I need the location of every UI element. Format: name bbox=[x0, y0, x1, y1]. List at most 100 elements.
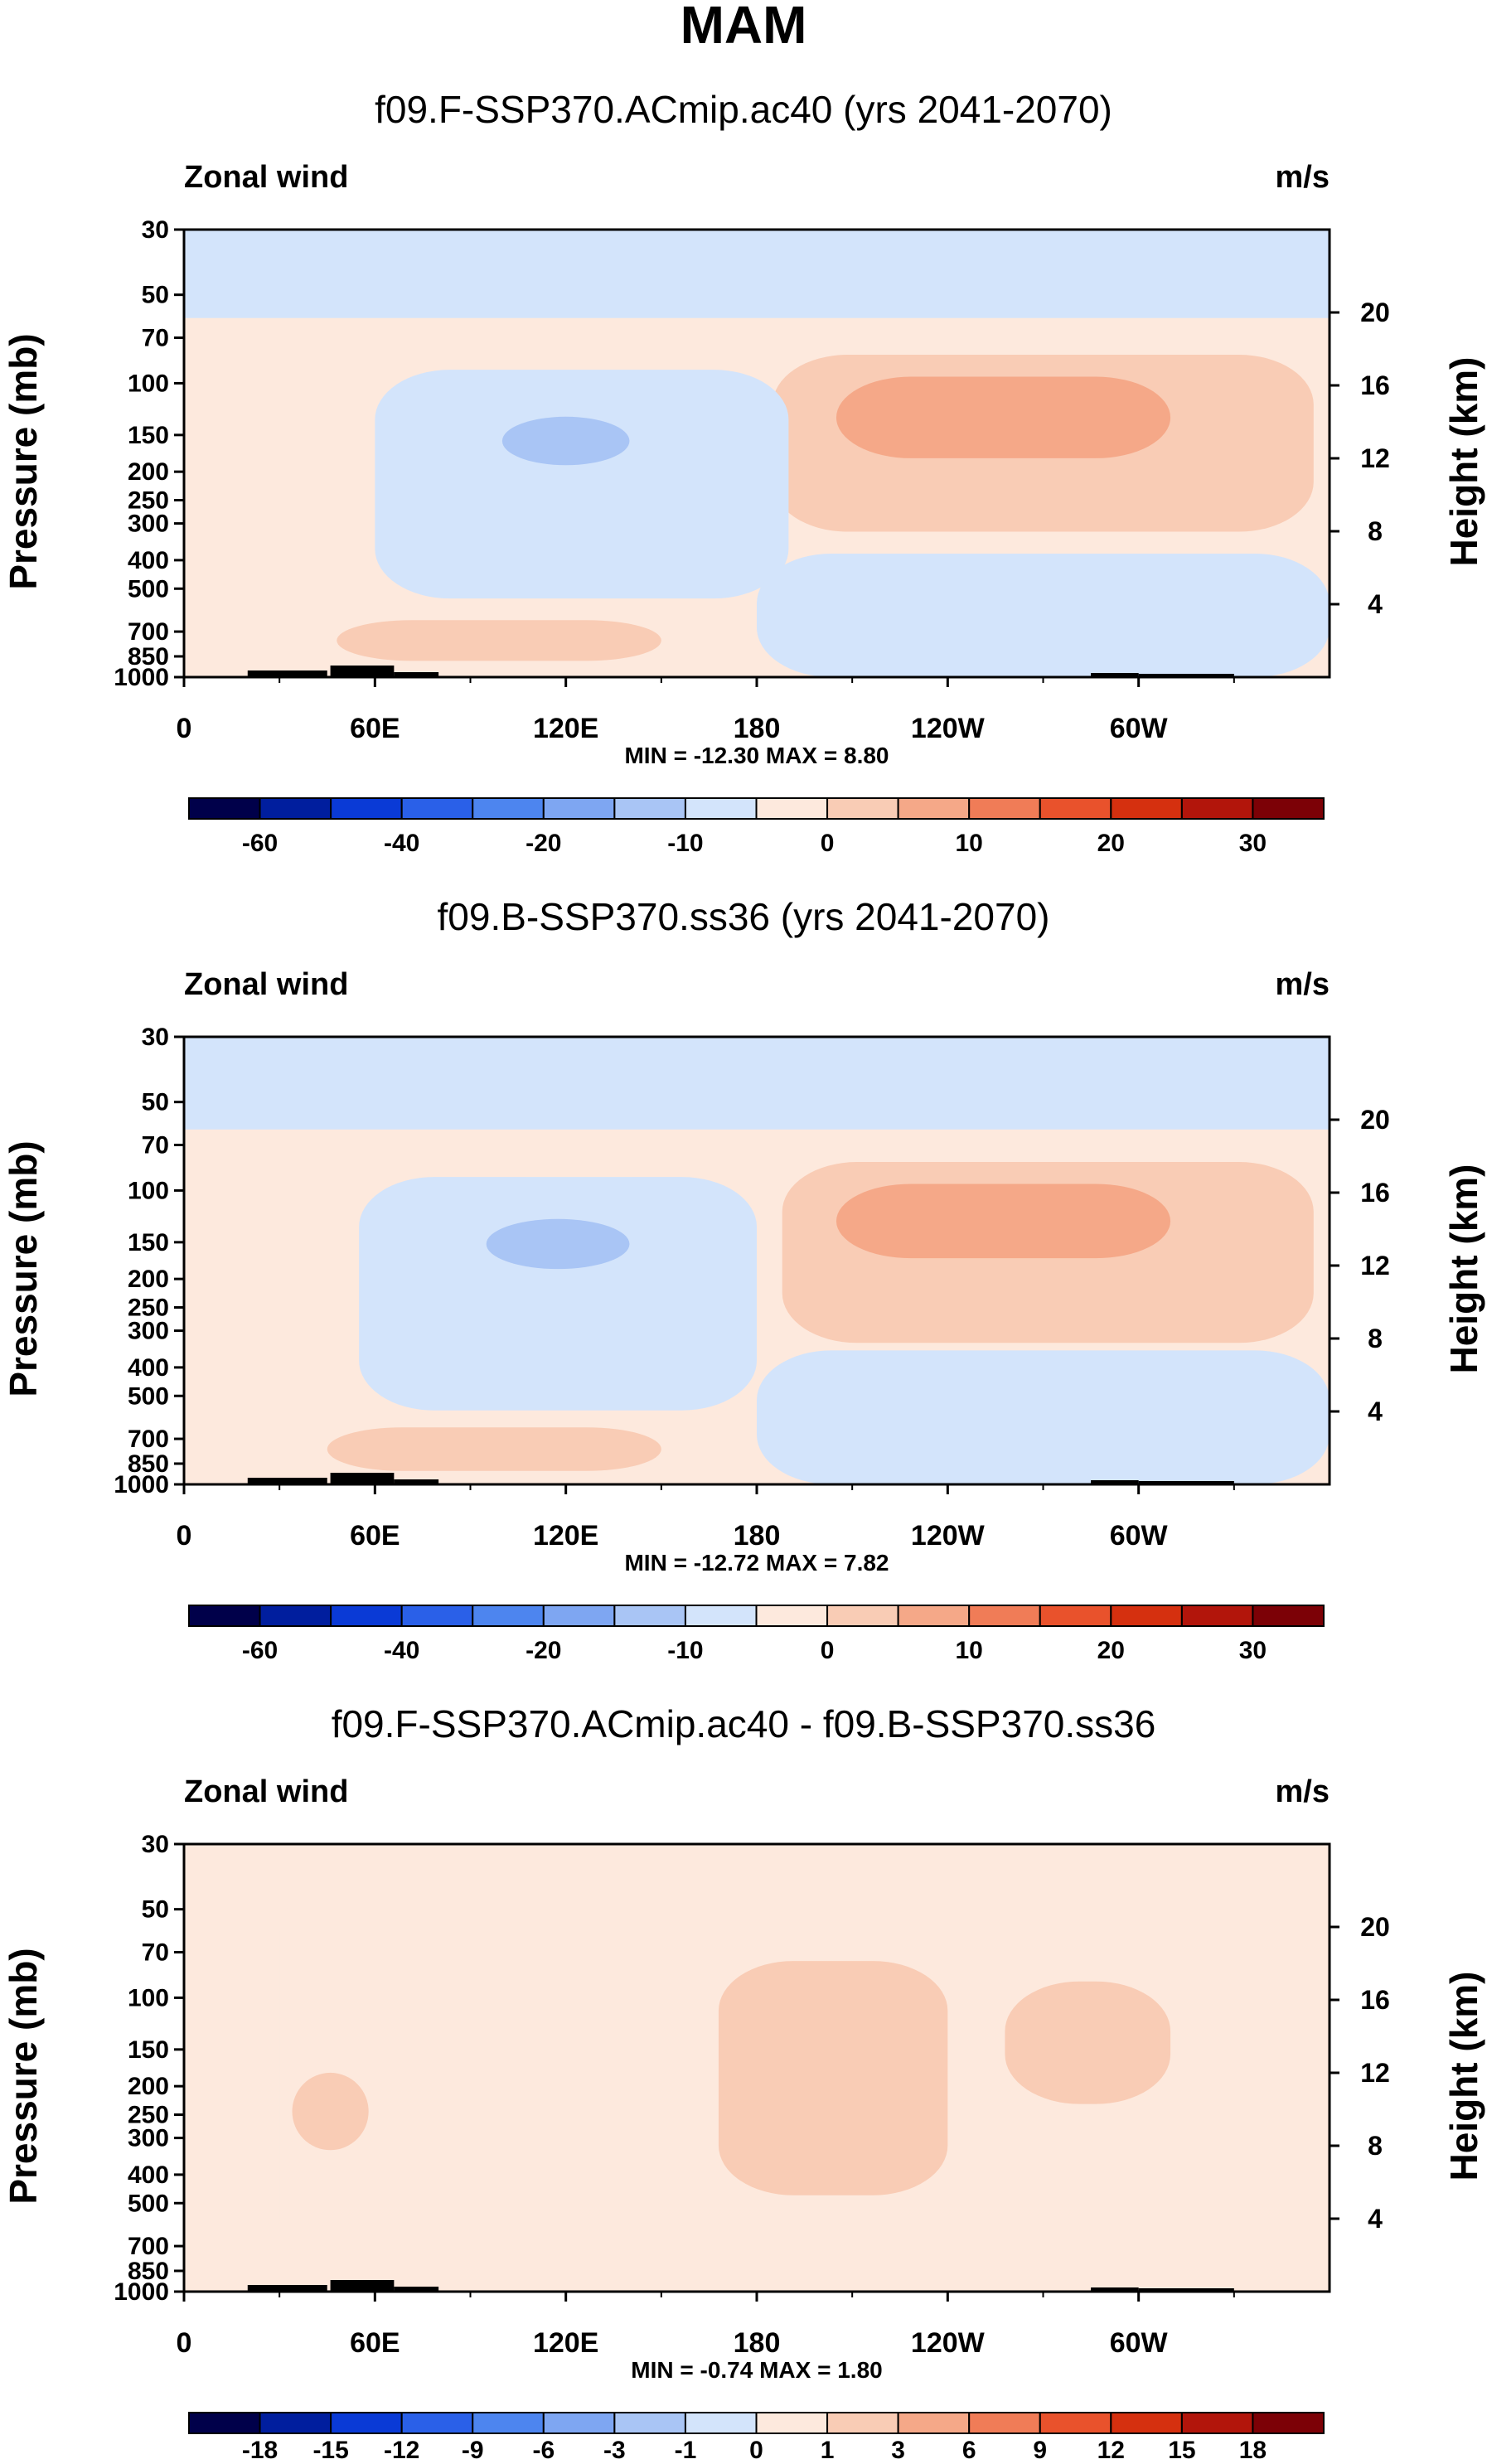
figure-title: MAM bbox=[681, 0, 807, 55]
contour-region-6 bbox=[757, 553, 1330, 677]
colorbar-swatch bbox=[259, 1605, 332, 1627]
y-tick-label: 100 bbox=[128, 1984, 169, 2011]
topography-block-2 bbox=[330, 1473, 395, 1484]
colorbar-swatch bbox=[897, 797, 971, 820]
min-max-stats: MIN = -0.74 MAX = 1.80 bbox=[631, 2357, 882, 2383]
topography-block-2 bbox=[330, 666, 395, 677]
y-tick-label: 250 bbox=[128, 2102, 169, 2129]
colorbar-label: -6 bbox=[532, 2437, 555, 2464]
x-tick-label: 60W bbox=[1110, 2327, 1169, 2359]
y2-axis-title: Height (km) bbox=[1442, 1972, 1485, 2181]
colorbar-label: -60 bbox=[242, 1637, 278, 1664]
topography-block-3 bbox=[394, 1479, 439, 1484]
y-tick-label: 500 bbox=[128, 575, 169, 603]
colorbar: -60 -40 -20 -10 0 10 20 30 bbox=[188, 797, 1325, 857]
y-tick-label: 850 bbox=[128, 643, 169, 670]
x-tick-label: 120W bbox=[911, 713, 986, 744]
colorbar-swatch bbox=[542, 2412, 616, 2434]
colorbar-swatch bbox=[1252, 1605, 1325, 1627]
zonal-wind-label: Zonal wind bbox=[184, 160, 348, 195]
y-tick-label: 300 bbox=[128, 2125, 169, 2152]
colorbar-swatch bbox=[1110, 1605, 1183, 1627]
zonal-wind-label: Zonal wind bbox=[184, 967, 348, 1002]
colorbar-swatch bbox=[826, 1605, 899, 1627]
colorbar-label: -20 bbox=[526, 830, 561, 857]
y2-tick-label: 4 bbox=[1368, 2204, 1383, 2234]
y-tick-label: 1000 bbox=[114, 2278, 169, 2306]
colorbar-label: -40 bbox=[384, 830, 419, 857]
y-tick-label: 70 bbox=[142, 1939, 169, 1966]
colorbar-label: 9 bbox=[1033, 2437, 1047, 2464]
panel-title: f09.B-SSP370.ss36 (yrs 2041-2070) bbox=[438, 895, 1050, 938]
topography-block-2 bbox=[330, 2280, 395, 2292]
x-tick-label: 120E bbox=[533, 713, 598, 744]
x-tick-label: 0 bbox=[177, 2327, 192, 2359]
y-tick-label: 70 bbox=[142, 1131, 169, 1159]
colorbar-swatch bbox=[400, 797, 474, 820]
y-tick-label: 850 bbox=[128, 1450, 169, 1478]
colorbar-swatch bbox=[1252, 2412, 1325, 2434]
y-tick-label: 400 bbox=[128, 1354, 169, 1382]
x-tick-label: 0 bbox=[177, 1520, 192, 1551]
y2-tick-label: 12 bbox=[1360, 2058, 1390, 2088]
y2-tick-label: 4 bbox=[1368, 589, 1383, 619]
y2-tick-label: 8 bbox=[1368, 1324, 1383, 1353]
colorbar-label: 10 bbox=[956, 830, 983, 857]
topography bbox=[247, 1473, 1234, 1484]
x-tick-label: 180 bbox=[734, 713, 781, 744]
units-label: m/s bbox=[1276, 1774, 1330, 1809]
colorbar-swatch bbox=[684, 797, 758, 820]
colorbar-swatch bbox=[613, 797, 686, 820]
contour-region-4 bbox=[375, 370, 789, 599]
x-tick-label: 120E bbox=[533, 1520, 598, 1551]
colorbar: -18 -15 -12 -9 -6 -3 -1 0 1 3 6 9 12 15 18 bbox=[188, 2412, 1325, 2464]
colorbar-swatch bbox=[1110, 2412, 1183, 2434]
y-tick-label: 50 bbox=[142, 1089, 169, 1116]
colorbar-swatch bbox=[755, 797, 829, 820]
colorbar-swatch bbox=[897, 1605, 971, 1627]
colorbar-label: -10 bbox=[667, 830, 703, 857]
y2-tick-label: 12 bbox=[1360, 1251, 1390, 1280]
x-tick-label: 120W bbox=[911, 2327, 986, 2359]
y2-tick-label: 16 bbox=[1360, 1178, 1390, 1208]
colorbar-swatch bbox=[613, 1605, 686, 1627]
colorbar-swatch bbox=[188, 797, 261, 820]
topography-block-5 bbox=[1138, 674, 1234, 677]
y2-tick-label: 20 bbox=[1360, 298, 1390, 327]
topography-block-1 bbox=[247, 2285, 327, 2292]
contour-region-7 bbox=[337, 620, 661, 661]
colorbar-swatch bbox=[897, 2412, 971, 2434]
contour-field bbox=[184, 230, 1330, 677]
contour-region-6 bbox=[757, 1350, 1330, 1484]
y2-tick-label: 8 bbox=[1368, 516, 1383, 546]
colorbar-swatch bbox=[259, 2412, 332, 2434]
min-max-stats: MIN = -12.72 MAX = 7.82 bbox=[624, 1550, 889, 1576]
topography-block-5 bbox=[1138, 1481, 1234, 1484]
contour-region-3 bbox=[836, 1184, 1171, 1259]
colorbar-swatch bbox=[330, 2412, 403, 2434]
y-tick-label: 30 bbox=[142, 1024, 169, 1051]
y-tick-label: 200 bbox=[128, 1266, 169, 1293]
y-tick-label: 700 bbox=[128, 1426, 169, 1453]
topography-block-1 bbox=[247, 1478, 327, 1484]
colorbar-swatch bbox=[330, 1605, 403, 1627]
y-tick-label: 150 bbox=[128, 2036, 169, 2064]
panel-title: f09.F-SSP370.ACmip.ac40 - f09.B-SSP370.s… bbox=[332, 1702, 1156, 1745]
colorbar-swatch bbox=[1039, 1605, 1112, 1627]
colorbar-swatch bbox=[968, 2412, 1041, 2434]
colorbar-swatch bbox=[259, 797, 332, 820]
y-axis-title: Pressure (mb) bbox=[2, 1140, 45, 1397]
y-tick-label: 1000 bbox=[114, 1471, 169, 1498]
y-tick-label: 200 bbox=[128, 458, 169, 486]
y-tick-label: 300 bbox=[128, 1318, 169, 1345]
x-tick-label: 60E bbox=[350, 1520, 400, 1551]
chart-panel-2: f09.B-SSP370.ss36 (yrs 2041-2070) Zonal w… bbox=[2, 895, 1485, 1664]
topography-block-5 bbox=[1138, 2288, 1234, 2292]
colorbar-swatch bbox=[1180, 797, 1254, 820]
x-tick-label: 180 bbox=[734, 1520, 781, 1551]
y2-tick-label: 20 bbox=[1360, 1105, 1390, 1135]
colorbar-label: 20 bbox=[1097, 1637, 1125, 1664]
colorbar-swatch bbox=[400, 1605, 474, 1627]
colorbar-label: 6 bbox=[962, 2437, 976, 2464]
contour-region-1 bbox=[184, 230, 1330, 318]
